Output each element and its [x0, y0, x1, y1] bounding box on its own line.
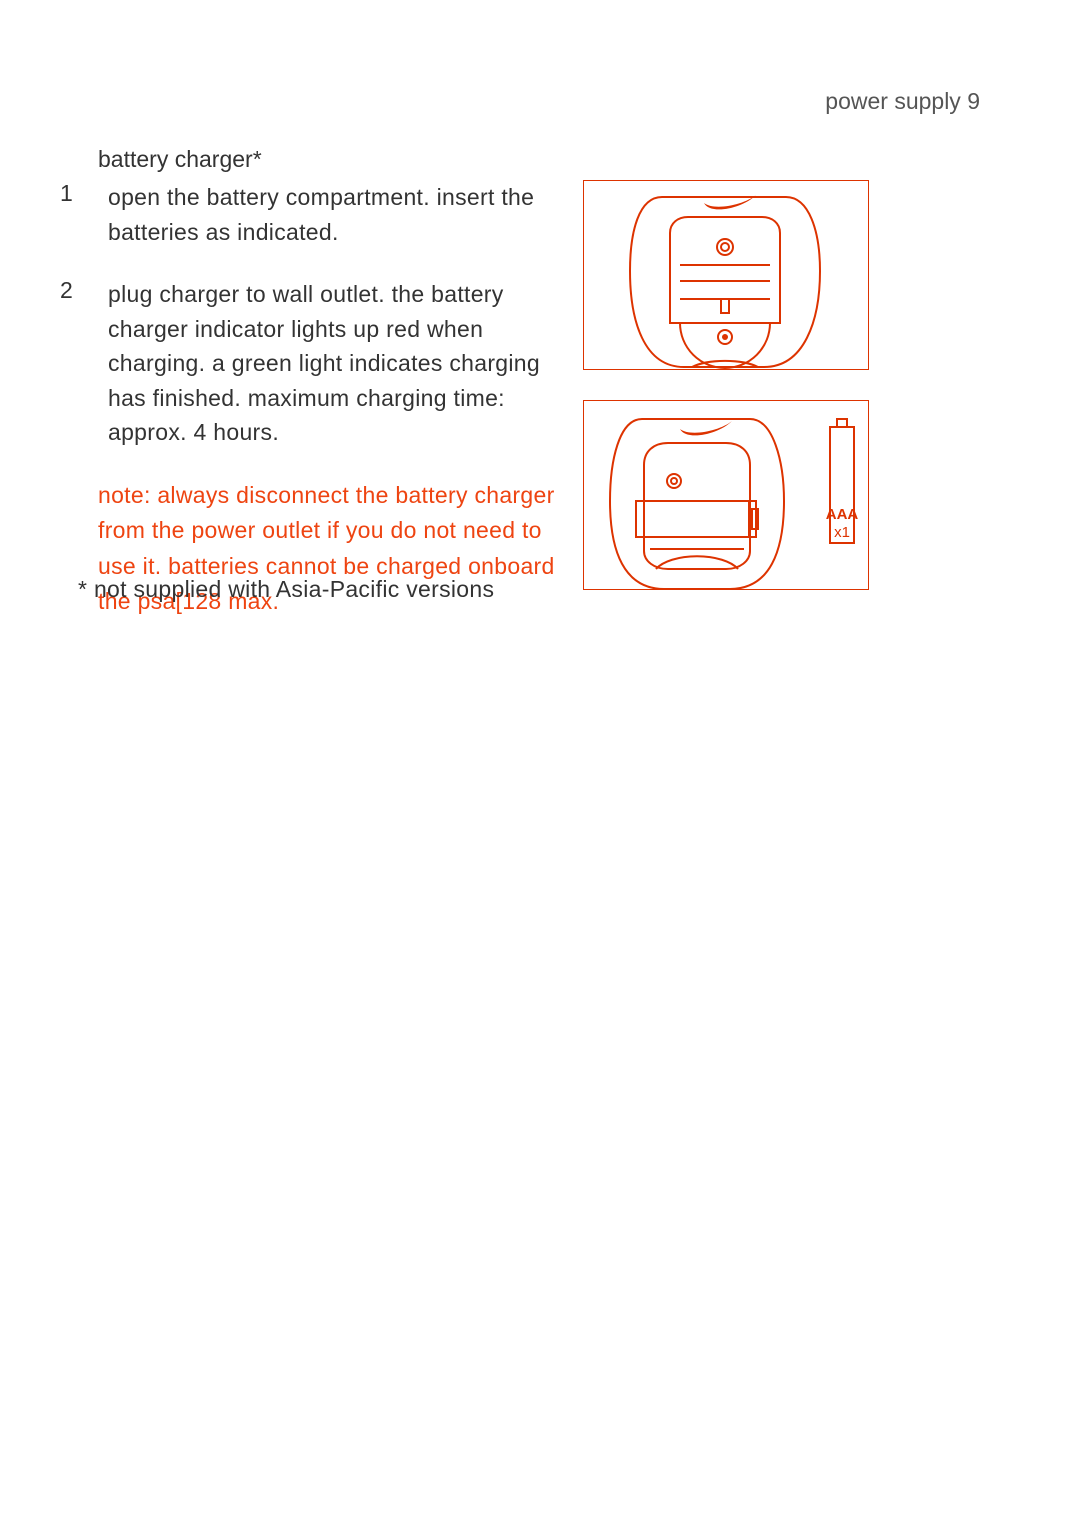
indicator-dot [671, 478, 677, 484]
step-number: 2 [50, 277, 108, 304]
battery-terminal-icon [837, 419, 847, 427]
device-panel [644, 443, 750, 569]
instructions-column: 1 open the battery compartment. insert t… [50, 180, 560, 620]
bottom-arc [656, 556, 738, 569]
indicator-ring [667, 474, 681, 488]
swoosh-icon [680, 421, 732, 435]
footnote: * not supplied with Asia-Pacific version… [78, 576, 494, 603]
battery-compartment [636, 501, 756, 537]
section-title: battery charger* [98, 146, 262, 173]
indicator-dot [721, 243, 729, 251]
step-text: plug charger to wall outlet. the battery… [108, 277, 560, 450]
device-top-panel [670, 217, 780, 323]
step-number: 1 [50, 180, 108, 207]
charger-closed-diagram [583, 180, 869, 370]
bottom-dot [722, 334, 728, 340]
diagram-svg: AAA x1 [584, 401, 868, 589]
indicator-ring [717, 239, 733, 255]
header-label: power supply [825, 88, 961, 114]
manual-page: power supply 9 battery charger* 1 open t… [0, 0, 1080, 1523]
page-header: power supply 9 [825, 88, 980, 115]
battery-label-top: AAA [826, 506, 859, 523]
battery-label-bottom: x1 [834, 524, 850, 541]
step-text: open the battery compartment. insert the… [108, 180, 560, 249]
charger-open-with-battery-diagram: AAA x1 [583, 400, 869, 590]
list-item: 2 plug charger to wall outlet. the batte… [50, 277, 560, 450]
header-page-number: 9 [967, 88, 980, 114]
connector-icon [721, 299, 729, 313]
instruction-list: 1 open the battery compartment. insert t… [50, 180, 560, 450]
list-item: 1 open the battery compartment. insert t… [50, 180, 560, 249]
diagram-svg [584, 181, 868, 369]
